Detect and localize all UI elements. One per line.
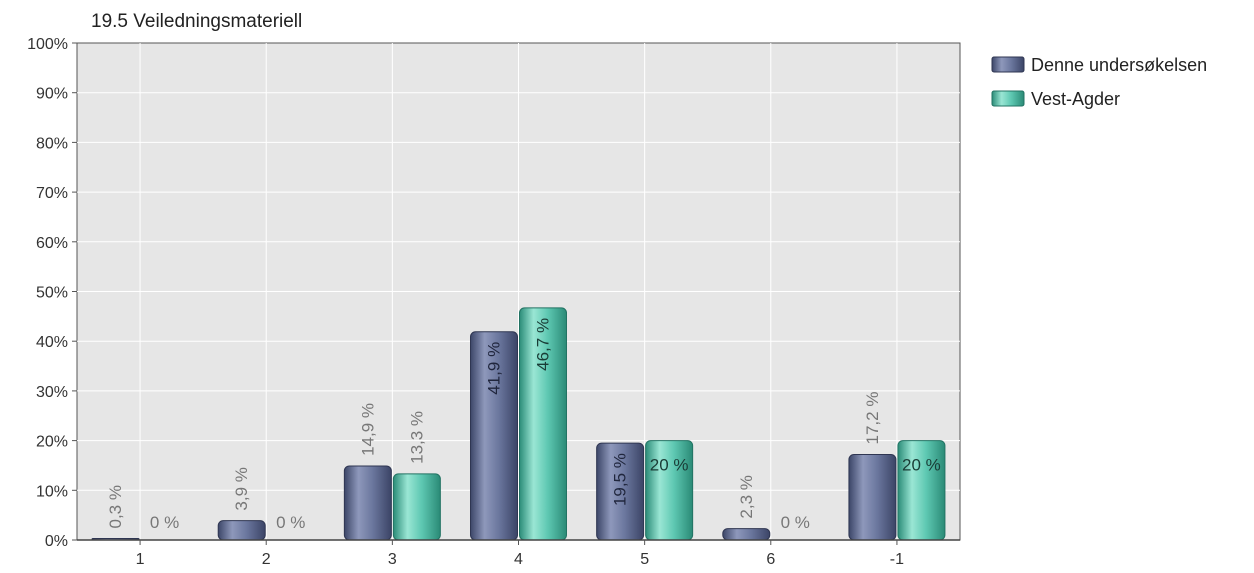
legend-label: Denne undersøkelsen xyxy=(1031,55,1207,75)
legend: Denne undersøkelsen Vest-Agder xyxy=(991,55,1207,109)
y-tick-label: 40% xyxy=(36,334,68,351)
bar-denne-undersokelsen xyxy=(722,528,771,541)
y-tick-label: 50% xyxy=(36,285,68,302)
data-label: 20 % xyxy=(902,456,941,475)
bar-denne-undersokelsen xyxy=(848,454,897,541)
chart-title: 19.5 Veiledningsmateriell xyxy=(91,11,302,32)
data-label: 13,3 % xyxy=(407,411,426,464)
y-tick-label: 70% xyxy=(36,185,68,202)
y-tick-label: 20% xyxy=(36,434,68,451)
x-tick-label: 5 xyxy=(640,551,649,568)
data-label: 41,9 % xyxy=(485,342,504,395)
legend-swatch xyxy=(991,90,1025,107)
bar-vest-agder xyxy=(392,473,441,541)
legend-label: Vest-Agder xyxy=(1031,89,1120,109)
data-label: 19,5 % xyxy=(611,453,630,506)
x-tick-label: 3 xyxy=(388,551,397,568)
grid-lines xyxy=(77,43,960,540)
data-label: 0 % xyxy=(781,513,810,532)
data-label: 3,9 % xyxy=(232,467,251,510)
x-tick-label: -1 xyxy=(890,551,904,568)
y-tick-label: 90% xyxy=(36,86,68,103)
x-tick-label: 4 xyxy=(514,551,523,568)
data-label: 46,7 % xyxy=(534,318,553,371)
y-tick-label: 30% xyxy=(36,384,68,401)
y-tick-label: 10% xyxy=(36,483,68,500)
x-tick-label: 2 xyxy=(262,551,271,568)
data-labels: 0,3 % 3,9 % 14,9 % 41,9 % 19,5 % 2,3 % 17,2 % 0… xyxy=(106,318,941,532)
data-label: 17,2 % xyxy=(863,392,882,445)
legend-swatch xyxy=(991,56,1025,73)
y-tick-label: 60% xyxy=(36,235,68,252)
axes: 0% 10% 20% 30% 40% 50% 60% 70% 80% 90% 100% 1 2 3 4 5 6 -… xyxy=(27,36,960,568)
x-tick-label: 6 xyxy=(766,551,775,568)
bar-denne-undersokelsen xyxy=(343,465,392,541)
x-tick-label: 1 xyxy=(136,551,145,568)
data-label: 20 % xyxy=(650,456,689,475)
y-tick-label: 0% xyxy=(45,533,68,550)
data-label: 0,3 % xyxy=(106,485,125,528)
data-label: 2,3 % xyxy=(737,475,756,518)
data-label: 0 % xyxy=(150,513,179,532)
data-label: 0 % xyxy=(276,513,305,532)
bars xyxy=(91,307,946,541)
bar-denne-undersokelsen xyxy=(217,520,266,541)
y-tick-label: 80% xyxy=(36,135,68,152)
data-label: 14,9 % xyxy=(358,403,377,456)
y-tick-label: 100% xyxy=(27,36,68,53)
